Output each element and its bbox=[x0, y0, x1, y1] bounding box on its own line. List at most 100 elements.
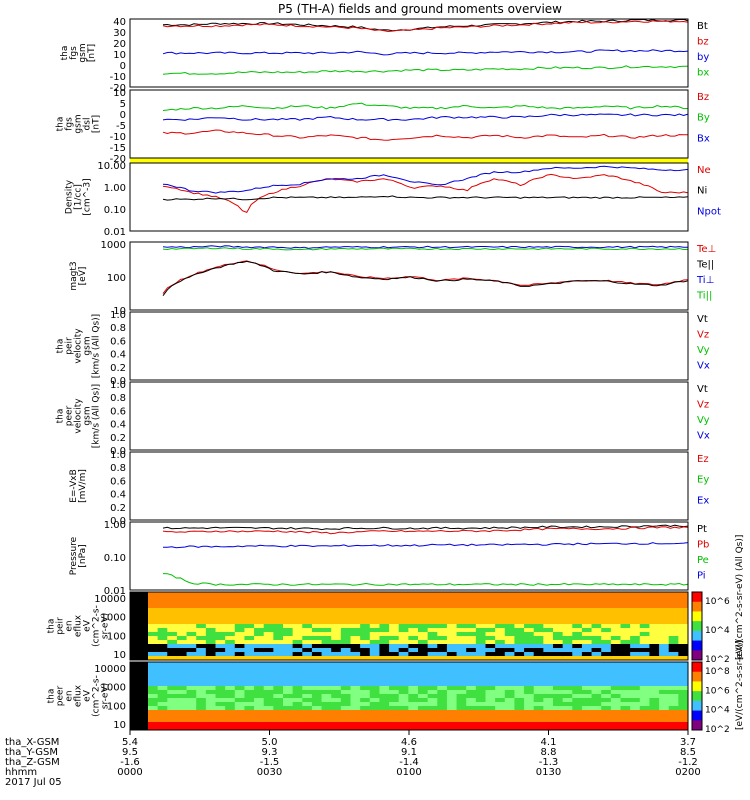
y-tick-label: 10.00 bbox=[97, 161, 126, 172]
y-label-line: [1/cc] bbox=[74, 184, 84, 210]
y-tick-label: 0.0 bbox=[110, 376, 126, 387]
date-label: 2017 Jul 05 bbox=[5, 777, 62, 788]
legend-Ti⊥: Ti⊥ bbox=[696, 275, 714, 286]
x-row-label: hhmm bbox=[5, 767, 37, 778]
y-label-line: tha bbox=[56, 117, 66, 132]
panel-fgs_gsm_dsl bbox=[162, 102, 689, 141]
y-axis-label: tha peir velocity gsm [km/s (All Qs)] bbox=[56, 314, 102, 378]
legend-Vz: Vz bbox=[697, 330, 709, 341]
x-tick-label: 9.1 bbox=[401, 747, 417, 758]
y-tick-label: 0.2 bbox=[110, 433, 126, 444]
y-label-line: gsm bbox=[78, 43, 88, 62]
y-label-line: [nT] bbox=[92, 115, 102, 133]
series-Bz bbox=[162, 129, 688, 141]
y-tick-label: 10 bbox=[113, 306, 126, 317]
series-Bx bbox=[162, 113, 689, 122]
colorbar-tick: 10^4 bbox=[705, 626, 730, 636]
legend-Pe: Pe bbox=[697, 555, 709, 566]
legend-Ez: Ez bbox=[697, 454, 709, 465]
y-tick-label: 0.4 bbox=[110, 420, 126, 431]
y-tick-label: 0.10 bbox=[104, 553, 126, 564]
y-tick-label: 0.4 bbox=[110, 490, 126, 501]
legend-Ti||: Ti|| bbox=[696, 291, 712, 302]
x-tick-label: 8.5 bbox=[680, 747, 696, 758]
y-axis-label: tha peir en eflux eV (cm^2-s-sr-eV) bbox=[47, 605, 111, 647]
y-tick-label: 100 bbox=[107, 273, 126, 284]
y-label-line: velocity bbox=[74, 328, 84, 364]
y-label-line: magt3 bbox=[69, 261, 79, 290]
y-label-line: gsm bbox=[83, 406, 93, 425]
y-label-line: peer bbox=[65, 405, 75, 426]
panel-frame bbox=[129, 521, 689, 591]
y-tick-label: 0 bbox=[120, 110, 126, 121]
colorbar-tick: 10^2 bbox=[705, 655, 730, 665]
panel-frame bbox=[129, 18, 689, 88]
y-label-line: E=-VxB bbox=[69, 469, 79, 503]
legend-Te⊥: Te⊥ bbox=[696, 244, 716, 255]
y-tick-label: 100 bbox=[107, 631, 126, 642]
legend-by: by bbox=[697, 52, 709, 63]
x-tick-label: 9.3 bbox=[262, 747, 278, 758]
colorbar bbox=[691, 591, 703, 661]
panel-fgs_gsm bbox=[162, 18, 689, 75]
x-tick-label: 0200 bbox=[675, 767, 700, 778]
y-tick-label: 0 bbox=[120, 61, 126, 72]
x-row-label: tha_X-GSM bbox=[5, 737, 59, 748]
y-axis-label: tha peer en eflux eV (cm^2-s-sr-eV) bbox=[47, 675, 111, 717]
series-Pt bbox=[162, 524, 689, 531]
panel-frame bbox=[129, 591, 689, 661]
y-axis-label: E=-VxB [mV/m] bbox=[69, 469, 88, 503]
y-tick-label: -20 bbox=[110, 154, 126, 165]
y-tick-label: 0.8 bbox=[110, 323, 126, 334]
y-tick-label: 0.0 bbox=[110, 516, 126, 527]
plot-title: P5 (TH-A) fields and ground moments over… bbox=[278, 2, 562, 16]
y-tick-label: 10000 bbox=[94, 594, 126, 605]
legend-Vy: Vy bbox=[697, 415, 710, 426]
x-row-label: tha_Z-GSM bbox=[5, 757, 60, 768]
legend-Te||: Te|| bbox=[696, 260, 714, 271]
y-label-line: [nPa] bbox=[78, 544, 88, 567]
colorbar-label: [eV/(cm^2-s-sr-eV) (All Qs)] bbox=[735, 535, 745, 660]
colorbar-tick: 10^8 bbox=[705, 667, 730, 677]
heatmap-peir_eflux bbox=[148, 592, 689, 661]
legend-Vz: Vz bbox=[697, 400, 709, 411]
y-tick-label: 30 bbox=[113, 28, 126, 39]
y-tick-label: 0.2 bbox=[110, 363, 126, 374]
y-tick-label: 100 bbox=[107, 701, 126, 712]
y-axis-label: tha peer velocity gsm [km/s (All Qs)] bbox=[56, 384, 102, 448]
y-label-line: en bbox=[65, 690, 75, 701]
x-tick-label: 9.5 bbox=[122, 747, 138, 758]
x-tick-label: 0100 bbox=[396, 767, 421, 778]
y-tick-label: 0.6 bbox=[110, 476, 126, 487]
legend-bx: bx bbox=[697, 68, 709, 79]
x-tick-label: 3.7 bbox=[680, 737, 696, 748]
panel-frame bbox=[129, 451, 689, 521]
legend-Bt: Bt bbox=[697, 21, 708, 32]
y-axis-label: tha fgs gsm dsl [nT] bbox=[56, 114, 102, 133]
y-label-line: sr-eV) bbox=[101, 613, 111, 639]
x-tick-label: -1.3 bbox=[539, 757, 559, 768]
y-tick-label: 5 bbox=[120, 99, 126, 110]
legend-Bx: Bx bbox=[697, 133, 710, 144]
panel-frame bbox=[129, 311, 689, 381]
series-Pi bbox=[163, 542, 689, 549]
y-axis-label: magt3 [eV] bbox=[69, 261, 88, 290]
y-label-line: [nT] bbox=[87, 44, 97, 62]
series-Ti|| bbox=[162, 247, 689, 251]
legend-Vt: Vt bbox=[697, 384, 708, 395]
y-tick-label: 0.01 bbox=[104, 227, 126, 238]
series-Te|| bbox=[162, 260, 689, 296]
y-tick-label: -15 bbox=[110, 143, 126, 154]
y-label-line: gsm bbox=[83, 336, 93, 355]
panel-frame bbox=[129, 89, 689, 159]
y-tick-label: 0.6 bbox=[110, 336, 126, 347]
heatmap-peer_eflux bbox=[148, 662, 689, 731]
y-label-line: peir bbox=[65, 337, 75, 355]
legend-Vx: Vx bbox=[697, 361, 710, 372]
series-Ni bbox=[162, 195, 689, 201]
legend-By: By bbox=[697, 113, 710, 124]
series-Pb bbox=[162, 526, 689, 535]
panel-density bbox=[162, 165, 689, 214]
